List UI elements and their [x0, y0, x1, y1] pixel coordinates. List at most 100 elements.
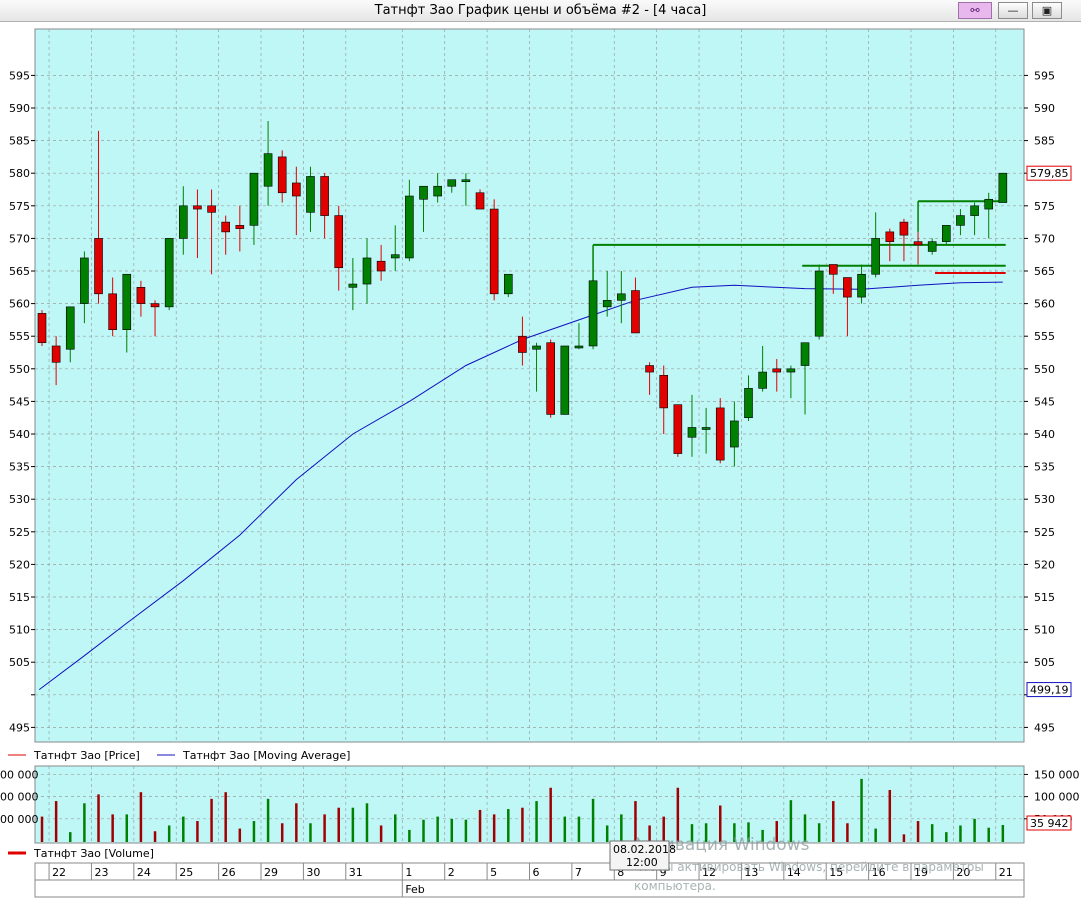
minimize-button[interactable]: —	[998, 2, 1028, 19]
candle[interactable]	[193, 189, 202, 258]
candle[interactable]	[150, 300, 160, 337]
candle[interactable]	[249, 172, 259, 245]
candle[interactable]	[772, 359, 782, 392]
candle[interactable]	[560, 345, 570, 415]
candle-body	[503, 273, 513, 295]
candle[interactable]	[518, 316, 527, 366]
candle[interactable]	[730, 401, 739, 467]
candle-body	[673, 404, 683, 454]
candle[interactable]	[617, 271, 626, 324]
price-tick-label-right: 510	[1034, 624, 1055, 637]
candle[interactable]	[320, 173, 329, 239]
candle[interactable]	[828, 264, 838, 294]
candle[interactable]	[108, 277, 117, 337]
candle[interactable]	[913, 231, 923, 265]
candle[interactable]	[786, 365, 796, 399]
candle[interactable]	[122, 273, 132, 353]
candle-body	[122, 273, 132, 330]
candle[interactable]	[207, 189, 216, 275]
candle[interactable]	[80, 251, 89, 324]
date-tick-label: 12	[702, 866, 716, 879]
candle-body	[970, 205, 979, 216]
candle[interactable]	[984, 192, 994, 239]
candle[interactable]	[461, 173, 471, 206]
price-tick-label-right: 520	[1034, 558, 1055, 571]
price-tick-label-left: 530	[9, 493, 30, 506]
candle[interactable]	[843, 277, 852, 337]
candle-body	[320, 176, 329, 216]
last-price-box	[1026, 165, 1072, 181]
candle[interactable]	[956, 209, 965, 236]
candle-body	[560, 345, 570, 415]
candle[interactable]	[65, 306, 75, 363]
chart-window-body[interactable]: 495 495 505 505 510 510 515 515 520 520 525 525 530 5…	[0, 22, 1081, 900]
candle[interactable]	[447, 179, 457, 193]
volume-bars-layer[interactable]	[40, 778, 1005, 842]
candle[interactable]	[800, 342, 810, 415]
candle[interactable]	[164, 238, 174, 311]
last-volume-box	[1026, 815, 1072, 831]
candle[interactable]	[758, 345, 767, 392]
price-tick-label-left: 525	[9, 526, 30, 539]
candle[interactable]	[94, 130, 103, 304]
candle[interactable]	[631, 277, 640, 334]
candle-body	[249, 172, 259, 226]
candle-body	[588, 280, 598, 347]
volume-tick-label-left: 00 000	[0, 791, 39, 804]
candle[interactable]	[927, 238, 937, 255]
candle[interactable]	[390, 225, 400, 271]
candle[interactable]	[885, 228, 895, 262]
candle[interactable]	[899, 218, 909, 262]
candle[interactable]	[292, 166, 301, 236]
price-tick-label-right: 495	[1034, 721, 1055, 734]
candle-body	[334, 215, 344, 269]
candle[interactable]	[814, 264, 824, 340]
candle[interactable]	[701, 407, 711, 454]
candle[interactable]	[857, 264, 866, 304]
candle[interactable]	[970, 202, 979, 236]
candle[interactable]	[998, 172, 1008, 203]
candle[interactable]	[942, 225, 951, 245]
candle[interactable]	[221, 215, 230, 255]
candle[interactable]	[405, 179, 414, 262]
candle[interactable]	[419, 185, 428, 232]
link-button[interactable]: ⚯	[958, 2, 992, 19]
candle[interactable]	[574, 323, 584, 350]
candle[interactable]	[673, 404, 683, 457]
candle-body	[37, 313, 47, 344]
candle[interactable]	[376, 244, 386, 281]
candle[interactable]	[179, 186, 188, 255]
candle-body	[546, 342, 555, 415]
candle[interactable]	[588, 280, 598, 350]
candle[interactable]	[334, 205, 344, 291]
candle[interactable]	[306, 166, 315, 232]
candle[interactable]	[602, 271, 612, 317]
candle[interactable]	[871, 212, 880, 278]
date-tick-label: 14	[787, 866, 801, 879]
crosshair-date: 08.02.2018	[613, 843, 676, 856]
candle[interactable]	[263, 121, 273, 206]
candle[interactable]	[136, 280, 146, 317]
candle[interactable]	[744, 375, 753, 421]
candle[interactable]	[277, 150, 287, 203]
candle[interactable]	[503, 273, 513, 298]
candle[interactable]	[51, 336, 61, 386]
candle[interactable]	[715, 398, 725, 464]
candle[interactable]	[489, 199, 499, 301]
candle[interactable]	[687, 394, 697, 457]
candle[interactable]	[659, 365, 669, 434]
candle[interactable]	[475, 189, 485, 210]
candle[interactable]	[37, 310, 47, 346]
candle[interactable]	[433, 173, 442, 203]
maximize-button[interactable]: ▣	[1032, 2, 1062, 19]
price-tick-label-right: 585	[1034, 135, 1055, 148]
candle[interactable]	[362, 238, 372, 304]
candle[interactable]	[645, 362, 654, 395]
candle[interactable]	[546, 339, 555, 418]
candle[interactable]	[235, 205, 245, 252]
candle[interactable]	[532, 342, 541, 392]
candle[interactable]	[348, 257, 358, 311]
price-volume-chart[interactable]: 4954955055055105105155155205205255255305…	[0, 22, 1081, 900]
candle-body	[715, 407, 725, 461]
candles-layer[interactable]	[37, 121, 1008, 467]
